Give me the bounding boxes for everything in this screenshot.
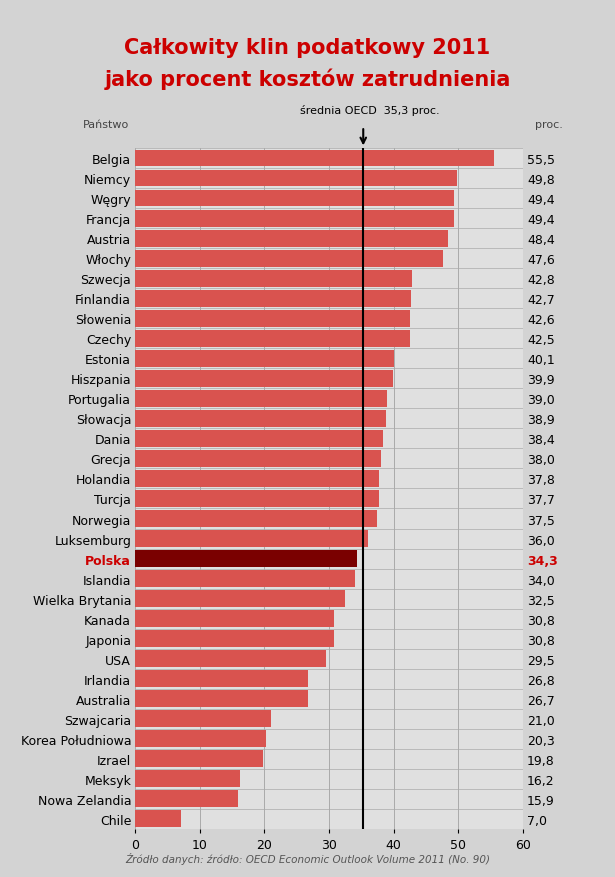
Bar <box>135 491 379 507</box>
Text: Źródło danych: źródło: OECD Economic Outlook Volume 2011 (No. 90): Źródło danych: źródło: OECD Economic Out… <box>125 852 490 864</box>
Text: średnia OECD  35,3 proc.: średnia OECD 35,3 proc. <box>300 104 439 116</box>
Bar <box>135 471 379 487</box>
Bar <box>135 391 387 407</box>
Bar <box>135 631 334 647</box>
Text: Państwo: Państwo <box>83 120 129 130</box>
Bar <box>135 551 357 567</box>
Bar <box>135 690 308 707</box>
Bar <box>135 210 454 227</box>
Bar <box>135 810 181 827</box>
Bar <box>135 171 457 188</box>
Bar <box>135 710 271 727</box>
Bar <box>135 790 238 807</box>
Bar <box>135 651 326 667</box>
Bar <box>135 271 411 288</box>
Bar <box>135 431 383 447</box>
Text: proc.: proc. <box>535 120 563 130</box>
Bar <box>135 291 411 307</box>
Bar <box>135 571 355 587</box>
Text: jako procent kosztów zatrudnienia: jako procent kosztów zatrudnienia <box>105 68 510 89</box>
Bar <box>135 351 394 367</box>
Bar <box>135 731 266 747</box>
Bar <box>135 771 240 787</box>
Bar <box>135 310 410 327</box>
Bar <box>135 751 263 767</box>
Bar <box>135 191 454 207</box>
Bar <box>135 410 386 427</box>
Bar <box>135 331 410 347</box>
Bar <box>135 591 345 607</box>
Bar <box>135 451 381 467</box>
Bar <box>135 510 378 527</box>
Bar <box>135 251 443 267</box>
Text: Całkowity klin podatkowy 2011: Całkowity klin podatkowy 2011 <box>124 39 491 58</box>
Bar <box>135 610 334 627</box>
Bar <box>135 671 308 687</box>
Bar <box>135 151 494 168</box>
Bar <box>135 231 448 247</box>
Bar <box>135 531 368 547</box>
Bar <box>135 371 393 387</box>
